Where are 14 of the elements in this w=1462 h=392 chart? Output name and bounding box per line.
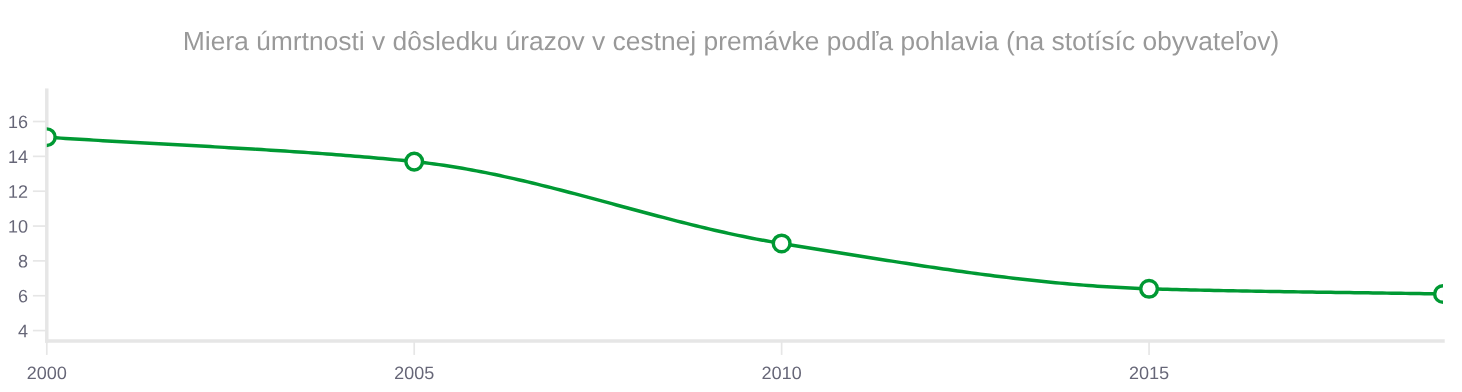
point [404,151,425,172]
x-tick-label: 2000 [27,366,67,380]
y-tick-label: 4 [18,324,28,338]
chart-title: Miera úmrtnosti v dôsledku úrazov v cestnej premávke podľa pohlavia (na stotísíc obyvateľov) [185,30,1278,56]
x-tick-label: 2005 [395,366,434,380]
x-tick-label: 2010 [762,366,802,380]
y-tick-label: 14 [9,150,28,163]
x-tick-label: 2015 [1129,366,1169,380]
y-tick-label: 12 [9,185,28,198]
y-tick-label: 10 [9,219,28,233]
y-tick-label: 8 [18,254,28,268]
point [771,233,792,254]
y-tick-label: 16 [9,115,28,129]
y-tick-label: 6 [18,289,28,303]
